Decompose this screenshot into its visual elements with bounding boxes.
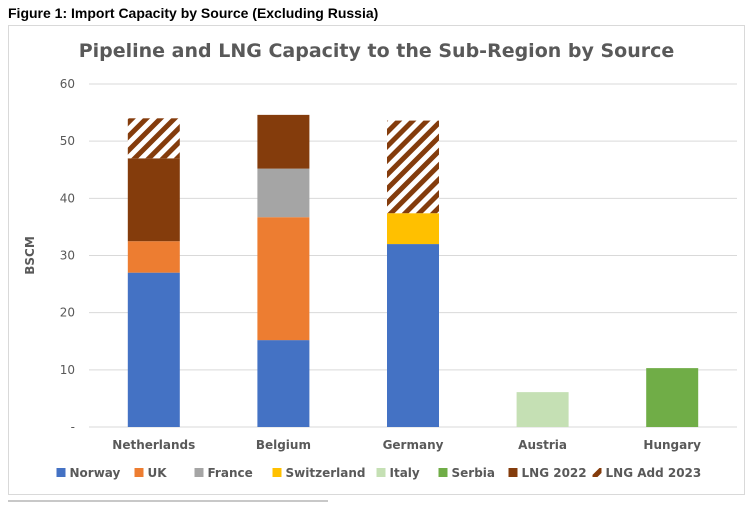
- bar-segment: [127, 158, 180, 242]
- figure-caption: Figure 1: Import Capacity by Source (Exc…: [8, 5, 379, 21]
- legend-swatch: [376, 468, 386, 477]
- chart-title: Pipeline and LNG Capacity to the Sub-Reg…: [78, 40, 675, 62]
- legend-swatch: [592, 468, 602, 477]
- legend-label: Switzerland: [286, 466, 366, 480]
- legend-swatch: [272, 468, 282, 477]
- bar-segment: [257, 168, 310, 218]
- bar-segment: [516, 392, 569, 427]
- bar-segment: [646, 368, 699, 427]
- y-tick-label: 40: [60, 191, 75, 205]
- bar-segment: [127, 272, 180, 427]
- x-tick-label: Hungary: [643, 438, 701, 452]
- bar-segment: [257, 114, 310, 169]
- x-tick-label: Netherlands: [112, 438, 195, 452]
- x-tick-label: Austria: [518, 438, 567, 452]
- y-tick-label: 60: [60, 77, 75, 91]
- x-tick-label: Belgium: [256, 438, 311, 452]
- bar-segment: [387, 213, 439, 245]
- legend-label: UK: [148, 466, 168, 480]
- legend-swatch: [56, 468, 66, 477]
- legend-label: Serbia: [452, 466, 496, 480]
- bar-segment: [257, 217, 310, 341]
- bar-segment: [257, 340, 310, 427]
- y-tick-label: 10: [60, 363, 75, 377]
- y-tick-label: -: [71, 420, 75, 434]
- bar-segment: [127, 118, 180, 159]
- legend-label: LNG Add 2023: [606, 466, 702, 480]
- legend-swatch: [134, 468, 144, 477]
- chart-plot: - 10 20 30 40 50 60 BSCM Netherlands Belgium Germa…: [23, 77, 737, 480]
- y-axis-label: BSCM: [23, 236, 37, 275]
- legend-label: Italy: [390, 466, 420, 480]
- y-tick-label: 20: [60, 306, 75, 320]
- y-tick-label: 50: [60, 134, 75, 148]
- legend-label: LNG 2022: [522, 466, 587, 480]
- legend-swatch: [508, 468, 518, 477]
- bar-segment: [127, 241, 180, 273]
- x-tick-label: Germany: [383, 438, 444, 452]
- chart-container: Pipeline and LNG Capacity to the Sub-Reg…: [8, 25, 745, 495]
- y-tick-label: 30: [60, 249, 75, 263]
- legend-swatch: [194, 468, 204, 477]
- bar-segment: [387, 244, 439, 427]
- legend-swatch: [438, 468, 448, 477]
- bar-segment: [387, 120, 439, 214]
- footer-source-line: [8, 498, 328, 504]
- legend-label: France: [208, 466, 253, 480]
- legend-label: Norway: [70, 466, 121, 480]
